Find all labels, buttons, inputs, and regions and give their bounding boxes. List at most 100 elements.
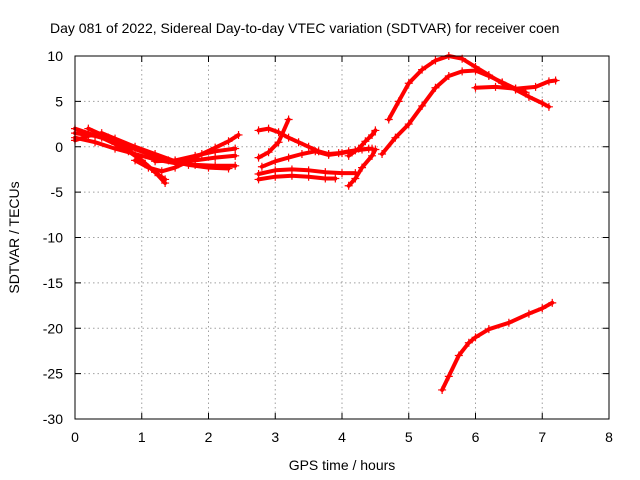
data-point [551, 76, 560, 85]
data-point [144, 163, 153, 172]
data-point [394, 97, 403, 106]
data-point [358, 163, 367, 172]
data-point [131, 156, 140, 165]
data-point [91, 138, 100, 147]
y-axis-label: SDTVAR / TECUs [6, 181, 22, 293]
y-tick-label: -5 [51, 184, 64, 200]
data-point [321, 174, 330, 183]
x-tick-label: 6 [472, 429, 480, 445]
y-tick-label: 0 [55, 139, 63, 155]
series-line [440, 300, 555, 392]
data-point [524, 309, 533, 318]
series-layer [71, 52, 560, 394]
tick-label-layer: 0 1 2 3 4 5 6 7 8 10 5 0 -5 -10 -15 -20 -25 -30 [43, 48, 613, 445]
data-point [344, 151, 353, 160]
data-point [324, 150, 333, 159]
data-point [524, 92, 533, 101]
data-point [351, 174, 360, 183]
data-point [431, 83, 440, 92]
data-point [144, 150, 153, 159]
data-point [368, 130, 377, 139]
data-point [471, 333, 480, 342]
data-point [254, 126, 263, 135]
data-point [171, 156, 180, 165]
data-point [331, 174, 340, 183]
data-point [104, 133, 113, 142]
series-line [256, 117, 291, 160]
tick-layer [74, 55, 610, 420]
data-point [84, 124, 93, 133]
x-tick-label: 5 [405, 429, 413, 445]
data-point [231, 144, 240, 153]
data-point [234, 130, 243, 139]
data-point [384, 115, 393, 124]
data-point [211, 147, 220, 156]
data-point [224, 164, 233, 173]
series-line [380, 68, 528, 156]
data-point [287, 171, 296, 180]
y-tick-label: -25 [43, 366, 63, 382]
series-arc-7 [151, 144, 240, 166]
data-point [538, 99, 547, 108]
y-tick-label: -20 [43, 320, 63, 336]
data-point [264, 148, 273, 157]
data-point [171, 163, 180, 172]
x-tick-label: 2 [205, 429, 213, 445]
x-tick-label: 0 [71, 429, 79, 445]
series-line [73, 131, 238, 164]
data-point [404, 79, 413, 88]
data-point [378, 150, 387, 159]
data-point [284, 133, 293, 142]
data-point [338, 149, 346, 158]
data-point [157, 167, 166, 176]
data-point [361, 137, 370, 146]
data-point [548, 298, 557, 307]
data-point [484, 325, 493, 334]
data-point [538, 304, 547, 313]
data-point [231, 161, 240, 170]
data-point [498, 78, 507, 87]
data-point [438, 385, 447, 394]
data-point [271, 157, 280, 166]
data-point [124, 142, 133, 151]
data-point [491, 82, 500, 91]
data-point [271, 172, 280, 181]
data-point [418, 101, 427, 110]
data-point [471, 66, 480, 75]
series-arc-18 [438, 298, 557, 394]
series-arc-11 [254, 171, 340, 184]
data-point [418, 65, 427, 74]
y-tick-label: -30 [43, 411, 63, 427]
data-point [297, 150, 306, 159]
data-point [444, 372, 453, 381]
x-tick-label: 4 [338, 429, 346, 445]
data-point [224, 137, 233, 146]
data-point [371, 145, 380, 154]
data-point [404, 120, 413, 129]
data-point [231, 151, 240, 160]
data-point [254, 153, 263, 162]
data-point [368, 151, 377, 160]
data-point [504, 318, 513, 327]
data-point [161, 175, 170, 184]
data-point [371, 126, 380, 135]
data-point [454, 351, 463, 360]
y-tick-label: -10 [43, 230, 63, 246]
data-point [304, 172, 313, 181]
y-tick-label: 5 [55, 93, 63, 109]
data-point [304, 142, 313, 151]
series-line [386, 54, 551, 122]
x-tick-label: 1 [138, 429, 146, 445]
data-point [254, 175, 263, 184]
data-point [431, 56, 440, 65]
data-point [531, 82, 540, 91]
data-point [151, 157, 160, 166]
data-point [274, 138, 283, 147]
data-point [544, 77, 553, 86]
grid-layer [75, 56, 609, 419]
data-point [458, 67, 467, 76]
data-point [284, 153, 293, 162]
series-arc-9 [254, 115, 293, 162]
